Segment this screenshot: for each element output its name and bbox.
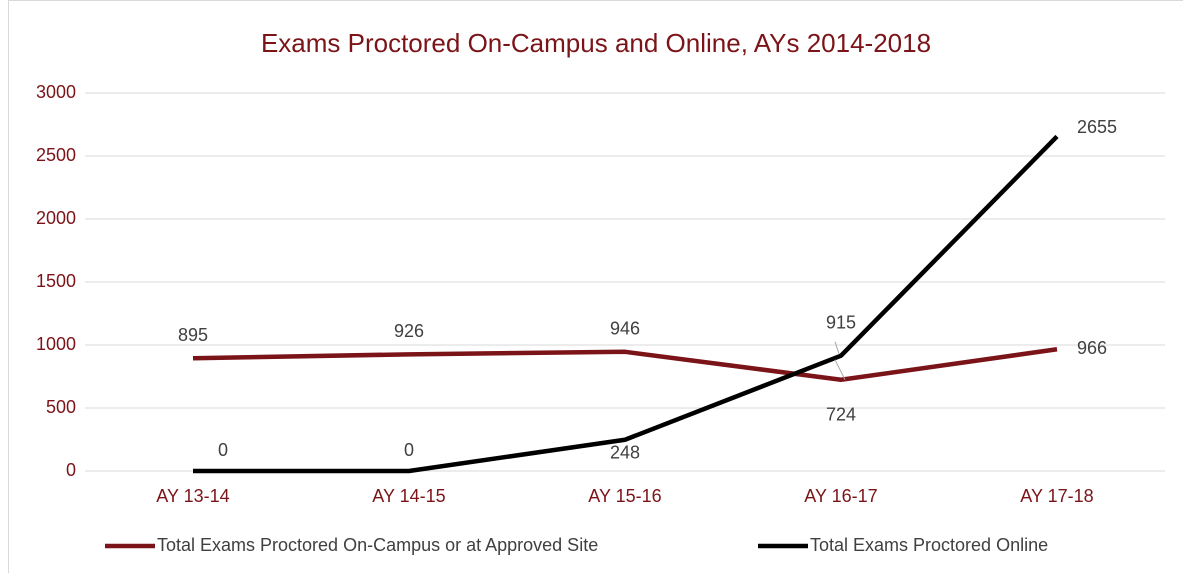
data-label: 248 — [610, 443, 640, 463]
x-tick-label: AY 14-15 — [372, 486, 445, 506]
y-tick-label: 1000 — [36, 334, 76, 354]
y-tick-label: 3000 — [36, 82, 76, 102]
y-tick-label: 0 — [66, 460, 76, 480]
data-label: 724 — [826, 405, 856, 425]
data-label: 966 — [1077, 338, 1107, 358]
x-tick-label: AY 16-17 — [804, 486, 877, 506]
data-label: 2655 — [1077, 117, 1117, 137]
data-label: 915 — [826, 312, 856, 332]
x-tick-label: AY 15-16 — [588, 486, 661, 506]
data-label: 0 — [218, 440, 228, 460]
x-tick-label: AY 17-18 — [1020, 486, 1093, 506]
data-label: 946 — [610, 319, 640, 339]
y-tick-label: 500 — [46, 397, 76, 417]
data-label: 895 — [178, 325, 208, 345]
y-tick-label: 2500 — [36, 145, 76, 165]
chart-title: Exams Proctored On-Campus and Online, AY… — [261, 28, 931, 58]
legend-label: Total Exams Proctored On-Campus or at Ap… — [157, 535, 598, 555]
y-tick-label: 1500 — [36, 271, 76, 291]
legend-label: Total Exams Proctored Online — [810, 535, 1048, 555]
data-label: 0 — [404, 440, 414, 460]
x-tick-label: AY 13-14 — [156, 486, 229, 506]
data-label: 926 — [394, 321, 424, 341]
y-tick-label: 2000 — [36, 208, 76, 228]
